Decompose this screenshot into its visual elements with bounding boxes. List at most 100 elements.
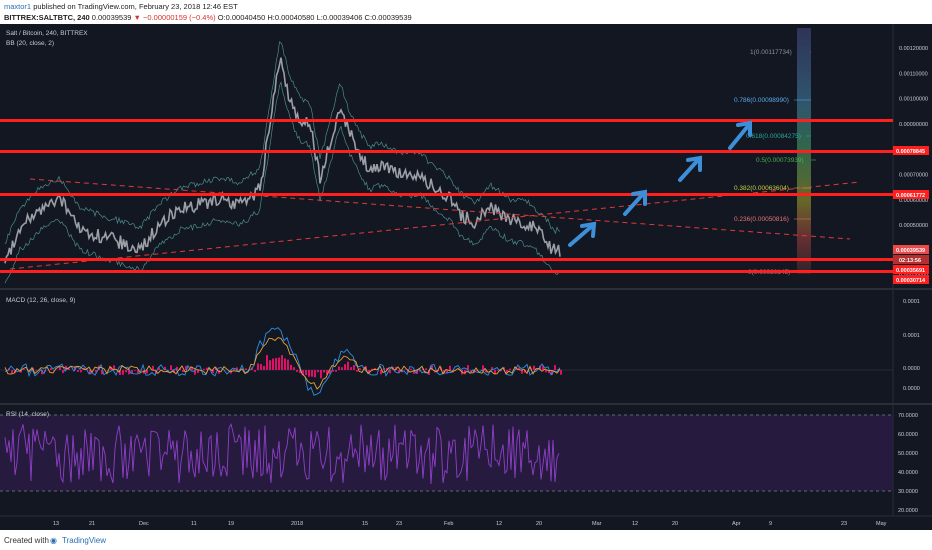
price-axis[interactable]: 0.00120000 0.00110000 0.00100000 0.00090000… bbox=[899, 46, 928, 280]
bb-legend[interactable]: BB (20, close, 2) bbox=[6, 40, 55, 47]
macd-histogram-bar bbox=[320, 370, 322, 379]
macd-histogram-bar bbox=[317, 370, 319, 373]
macd-axis-label: 0.0000 bbox=[903, 366, 920, 372]
macd-histogram-bar bbox=[332, 370, 334, 372]
chart-canvas[interactable]: 1(0.00117734) 0.786(0.00098990) 0.618(0.00… bbox=[0, 24, 932, 530]
resistance-line[interactable] bbox=[0, 193, 893, 196]
descending-trendline[interactable] bbox=[29, 178, 851, 240]
macd-histogram-bar bbox=[548, 370, 550, 374]
rsi-axis-label: 50.0000 bbox=[898, 451, 918, 457]
ascending-trendline[interactable] bbox=[9, 181, 861, 270]
arrow-icon[interactable] bbox=[623, 189, 647, 216]
macd-histogram-bar bbox=[521, 370, 523, 374]
macd-histogram-bar bbox=[470, 370, 472, 373]
macd-histogram-bar bbox=[206, 367, 208, 370]
macd-histogram-bar bbox=[551, 370, 553, 375]
low-value: L:0.00039406 bbox=[316, 13, 363, 22]
fib-level-label: 0.786(0.00098990) bbox=[734, 97, 789, 104]
macd-histogram-bar bbox=[131, 370, 133, 374]
macd-histogram-bar bbox=[254, 370, 256, 372]
macd-axis[interactable]: 0.0001 0.0001 0.0000 0.0000 bbox=[903, 299, 920, 392]
arrow-icon[interactable] bbox=[678, 155, 702, 182]
macd-histogram-bar bbox=[68, 368, 70, 370]
macd-histogram-bar bbox=[539, 365, 541, 370]
resistance-line[interactable] bbox=[0, 119, 893, 122]
chart-area[interactable]: 1(0.00117734) 0.786(0.00098990) 0.618(0.00… bbox=[0, 24, 932, 530]
time-axis-label: Mar bbox=[592, 521, 602, 527]
macd-histogram-bar bbox=[368, 370, 370, 374]
rsi-axis[interactable]: 70.0000 60.0000 50.0000 40.0000 30.0000 20.00… bbox=[898, 413, 918, 514]
macd-histogram-bar bbox=[119, 370, 121, 375]
macd-histogram-bar bbox=[164, 366, 166, 370]
price-series[interactable] bbox=[4, 57, 561, 264]
macd-histogram-bar bbox=[245, 368, 247, 370]
support-line[interactable] bbox=[0, 270, 893, 273]
macd-histogram-bar bbox=[494, 370, 496, 375]
macd-histogram-bar bbox=[233, 368, 235, 370]
macd-histogram-bar bbox=[326, 370, 328, 375]
macd-histogram-bar bbox=[257, 363, 259, 370]
resistance-line[interactable] bbox=[0, 150, 893, 153]
macd-histogram-bar bbox=[554, 365, 556, 370]
macd-histogram-bar bbox=[311, 370, 313, 377]
macd-histogram-bar bbox=[329, 370, 331, 374]
time-axis-label: 12 bbox=[632, 521, 638, 527]
macd-histogram-bar bbox=[341, 367, 343, 370]
price-tags: 0.00078845 0.00061772 0.00039539 02:13:5… bbox=[893, 146, 929, 284]
macd-axis-label: 0.0001 bbox=[903, 299, 920, 305]
macd-histogram-bar bbox=[335, 370, 337, 372]
macd-histogram-bar bbox=[518, 367, 520, 370]
macd-histogram-bar bbox=[509, 368, 511, 370]
macd-histogram-bar bbox=[290, 364, 292, 370]
macd-histogram-bar bbox=[293, 367, 295, 370]
macd-histogram-bar bbox=[353, 365, 355, 370]
price-axis-label: 0.00100000 bbox=[899, 97, 928, 103]
tradingview-link[interactable]: TradingView bbox=[62, 536, 107, 545]
time-axis[interactable]: 13 21 Dec 11 19 2018 15 23 Feb 12 20 Mar 12 20 Apr 9 23 M… bbox=[53, 521, 887, 527]
arrow-icon[interactable] bbox=[568, 221, 597, 247]
macd-histogram-bar bbox=[428, 370, 430, 375]
rsi-axis-label: 30.0000 bbox=[898, 489, 918, 495]
macd-histogram-bar bbox=[197, 370, 199, 373]
macd-histogram-bar bbox=[275, 357, 277, 370]
time-axis-label: 19 bbox=[228, 521, 234, 527]
rsi-axis-label: 20.0000 bbox=[898, 508, 918, 514]
macd-histogram-bar bbox=[467, 365, 469, 370]
rsi-axis-label: 60.0000 bbox=[898, 432, 918, 438]
macd-histogram-bar bbox=[359, 368, 361, 370]
macd-histogram-bar bbox=[128, 370, 130, 375]
macd-histogram-bar bbox=[389, 370, 391, 374]
macd-histogram-bar bbox=[170, 365, 172, 370]
macd-histogram-bar bbox=[80, 370, 82, 373]
macd-histogram-bar bbox=[344, 364, 346, 370]
macd-histogram-bar bbox=[122, 370, 124, 375]
macd-histogram-bar bbox=[287, 359, 289, 370]
time-axis-label: May bbox=[876, 521, 887, 527]
macd-histogram-bar bbox=[482, 365, 484, 370]
time-axis-label: 9 bbox=[769, 521, 772, 527]
fib-level-label: 1(0.00117734) bbox=[750, 49, 792, 56]
macd-histogram-bar bbox=[560, 370, 562, 375]
support-line[interactable] bbox=[0, 258, 893, 261]
rsi-legend[interactable]: RSI (14, close) bbox=[6, 411, 49, 418]
macd-histogram-bar bbox=[323, 370, 325, 373]
fib-level-label: 0.5(0.00073939) bbox=[756, 157, 804, 164]
arrow-icon[interactable] bbox=[728, 120, 752, 150]
price-axis-label: 0.00110000 bbox=[899, 71, 928, 77]
tradingview-logo-icon[interactable]: ◉ bbox=[50, 536, 57, 545]
series-legend[interactable]: Salt / Bitcoin, 240, BITTREX bbox=[6, 30, 88, 37]
signal-line bbox=[4, 337, 561, 390]
author-link[interactable]: maxtor1 bbox=[4, 2, 32, 11]
price-tag-level2: 0.00061772 bbox=[896, 193, 925, 199]
projection-arrows[interactable] bbox=[568, 120, 752, 247]
macd-histogram-bar bbox=[158, 367, 160, 370]
resistance-lines[interactable] bbox=[0, 119, 893, 273]
macd-legend[interactable]: MACD (12, 26, close, 9) bbox=[6, 297, 76, 304]
macd-histogram-bar bbox=[218, 370, 220, 374]
macd-histogram-bar bbox=[536, 368, 538, 370]
high-value: H:0.00040580 bbox=[267, 13, 315, 22]
macd-histogram-bar bbox=[185, 365, 187, 370]
macd-histogram-bar bbox=[425, 368, 427, 370]
macd-histogram-bar bbox=[410, 368, 412, 370]
time-axis-label: 23 bbox=[841, 521, 847, 527]
